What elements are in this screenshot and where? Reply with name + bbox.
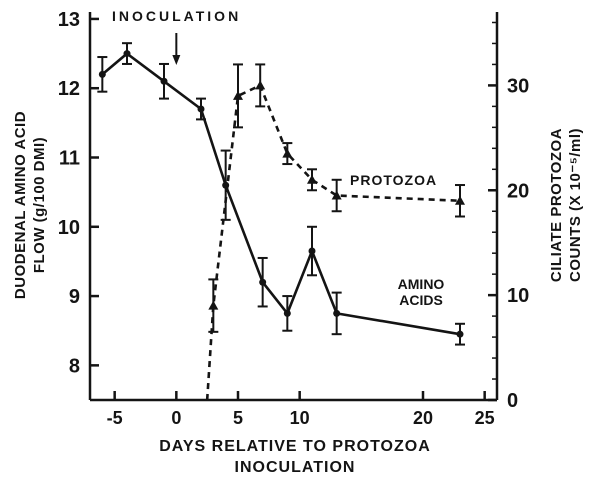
svg-text:25: 25 [475,408,495,428]
svg-text:10: 10 [507,285,529,307]
svg-text:9: 9 [69,286,80,308]
right-axis-title: CILIATE PROTOZOA COUNTS (X 10⁻⁵/ml) [547,15,585,395]
svg-text:-5: -5 [107,408,123,428]
svg-text:0: 0 [171,408,181,428]
svg-text:10: 10 [58,217,80,239]
svg-text:20: 20 [507,180,529,202]
svg-text:5: 5 [233,408,243,428]
svg-text:0: 0 [507,390,518,412]
svg-text:13: 13 [58,9,80,31]
right-axis-title-line2: COUNTS (X 10⁻⁵/ml) [567,128,584,282]
svg-text:30: 30 [507,75,529,97]
svg-text:10: 10 [290,408,310,428]
svg-text:20: 20 [413,408,433,428]
x-axis-title-line2: INOCULATION [234,459,356,476]
left-axis-title: DUODENAL AMINO ACID FLOW (g/100 DMI) [11,15,49,395]
svg-text:8: 8 [69,355,80,377]
svg-text:11: 11 [59,148,80,170]
protozoa-series-label: PROTOZOA [350,172,438,188]
right-axis-title-line1: CILIATE PROTOZOA [548,127,565,283]
left-axis-title-line2: FLOW (g/100 DMI) [31,136,48,274]
left-axis-title-line1: DUODENAL AMINO ACID [12,110,29,300]
amino-acids-series-label: AMINO ACIDS [397,276,445,308]
x-axis-title: DAYS RELATIVE TO PROTOZOA INOCULATION [90,436,500,478]
svg-text:12: 12 [58,78,80,100]
inoculation-annotation: INOCULATION [112,8,242,24]
x-axis-title-line1: DAYS RELATIVE TO PROTOZOA [159,438,431,455]
